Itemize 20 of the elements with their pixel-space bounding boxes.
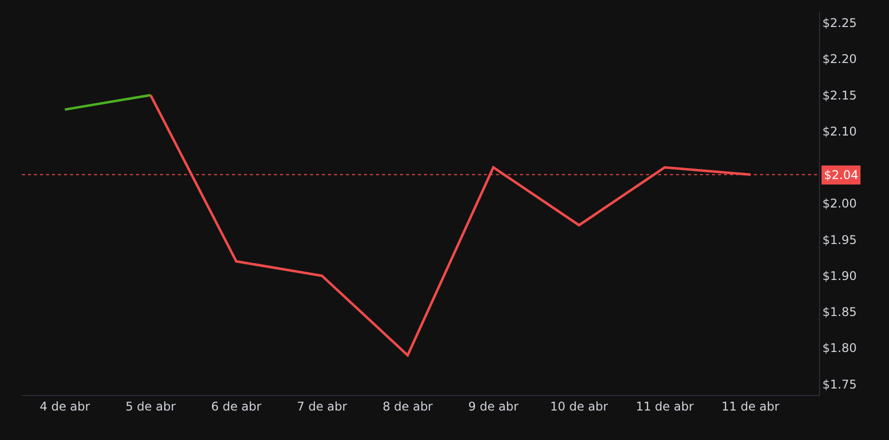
x-tick-label: 5 de abr <box>125 399 176 414</box>
y-tick-label: $2.10 <box>822 124 857 138</box>
x-tick-label: 8 de abr <box>382 399 433 414</box>
y-tick-label: $1.80 <box>822 341 857 356</box>
y-tick-label: $1.85 <box>822 305 857 320</box>
x-tick-label: 7 de abr <box>296 399 348 414</box>
x-tick-label: 10 de abr <box>550 399 608 414</box>
y-tick-label: $1.95 <box>822 232 857 247</box>
x-tick-label: 9 de abr <box>468 399 518 414</box>
y-tick-label: $1.90 <box>822 268 857 283</box>
ref-line-label: $2.04 <box>824 168 858 182</box>
x-tick-label: 11 de abr <box>722 399 780 414</box>
y-tick-label: $1.75 <box>822 377 857 392</box>
x-tick-label: 11 de abr <box>636 399 694 414</box>
x-tick-label: 4 de abr <box>40 399 90 414</box>
y-tick-label: $2.20 <box>822 52 857 66</box>
y-tick-label: $2.25 <box>822 16 857 30</box>
y-tick-label: $2.00 <box>822 196 857 211</box>
y-tick-label: $2.15 <box>822 88 857 102</box>
x-tick-label: 6 de abr <box>211 399 262 414</box>
